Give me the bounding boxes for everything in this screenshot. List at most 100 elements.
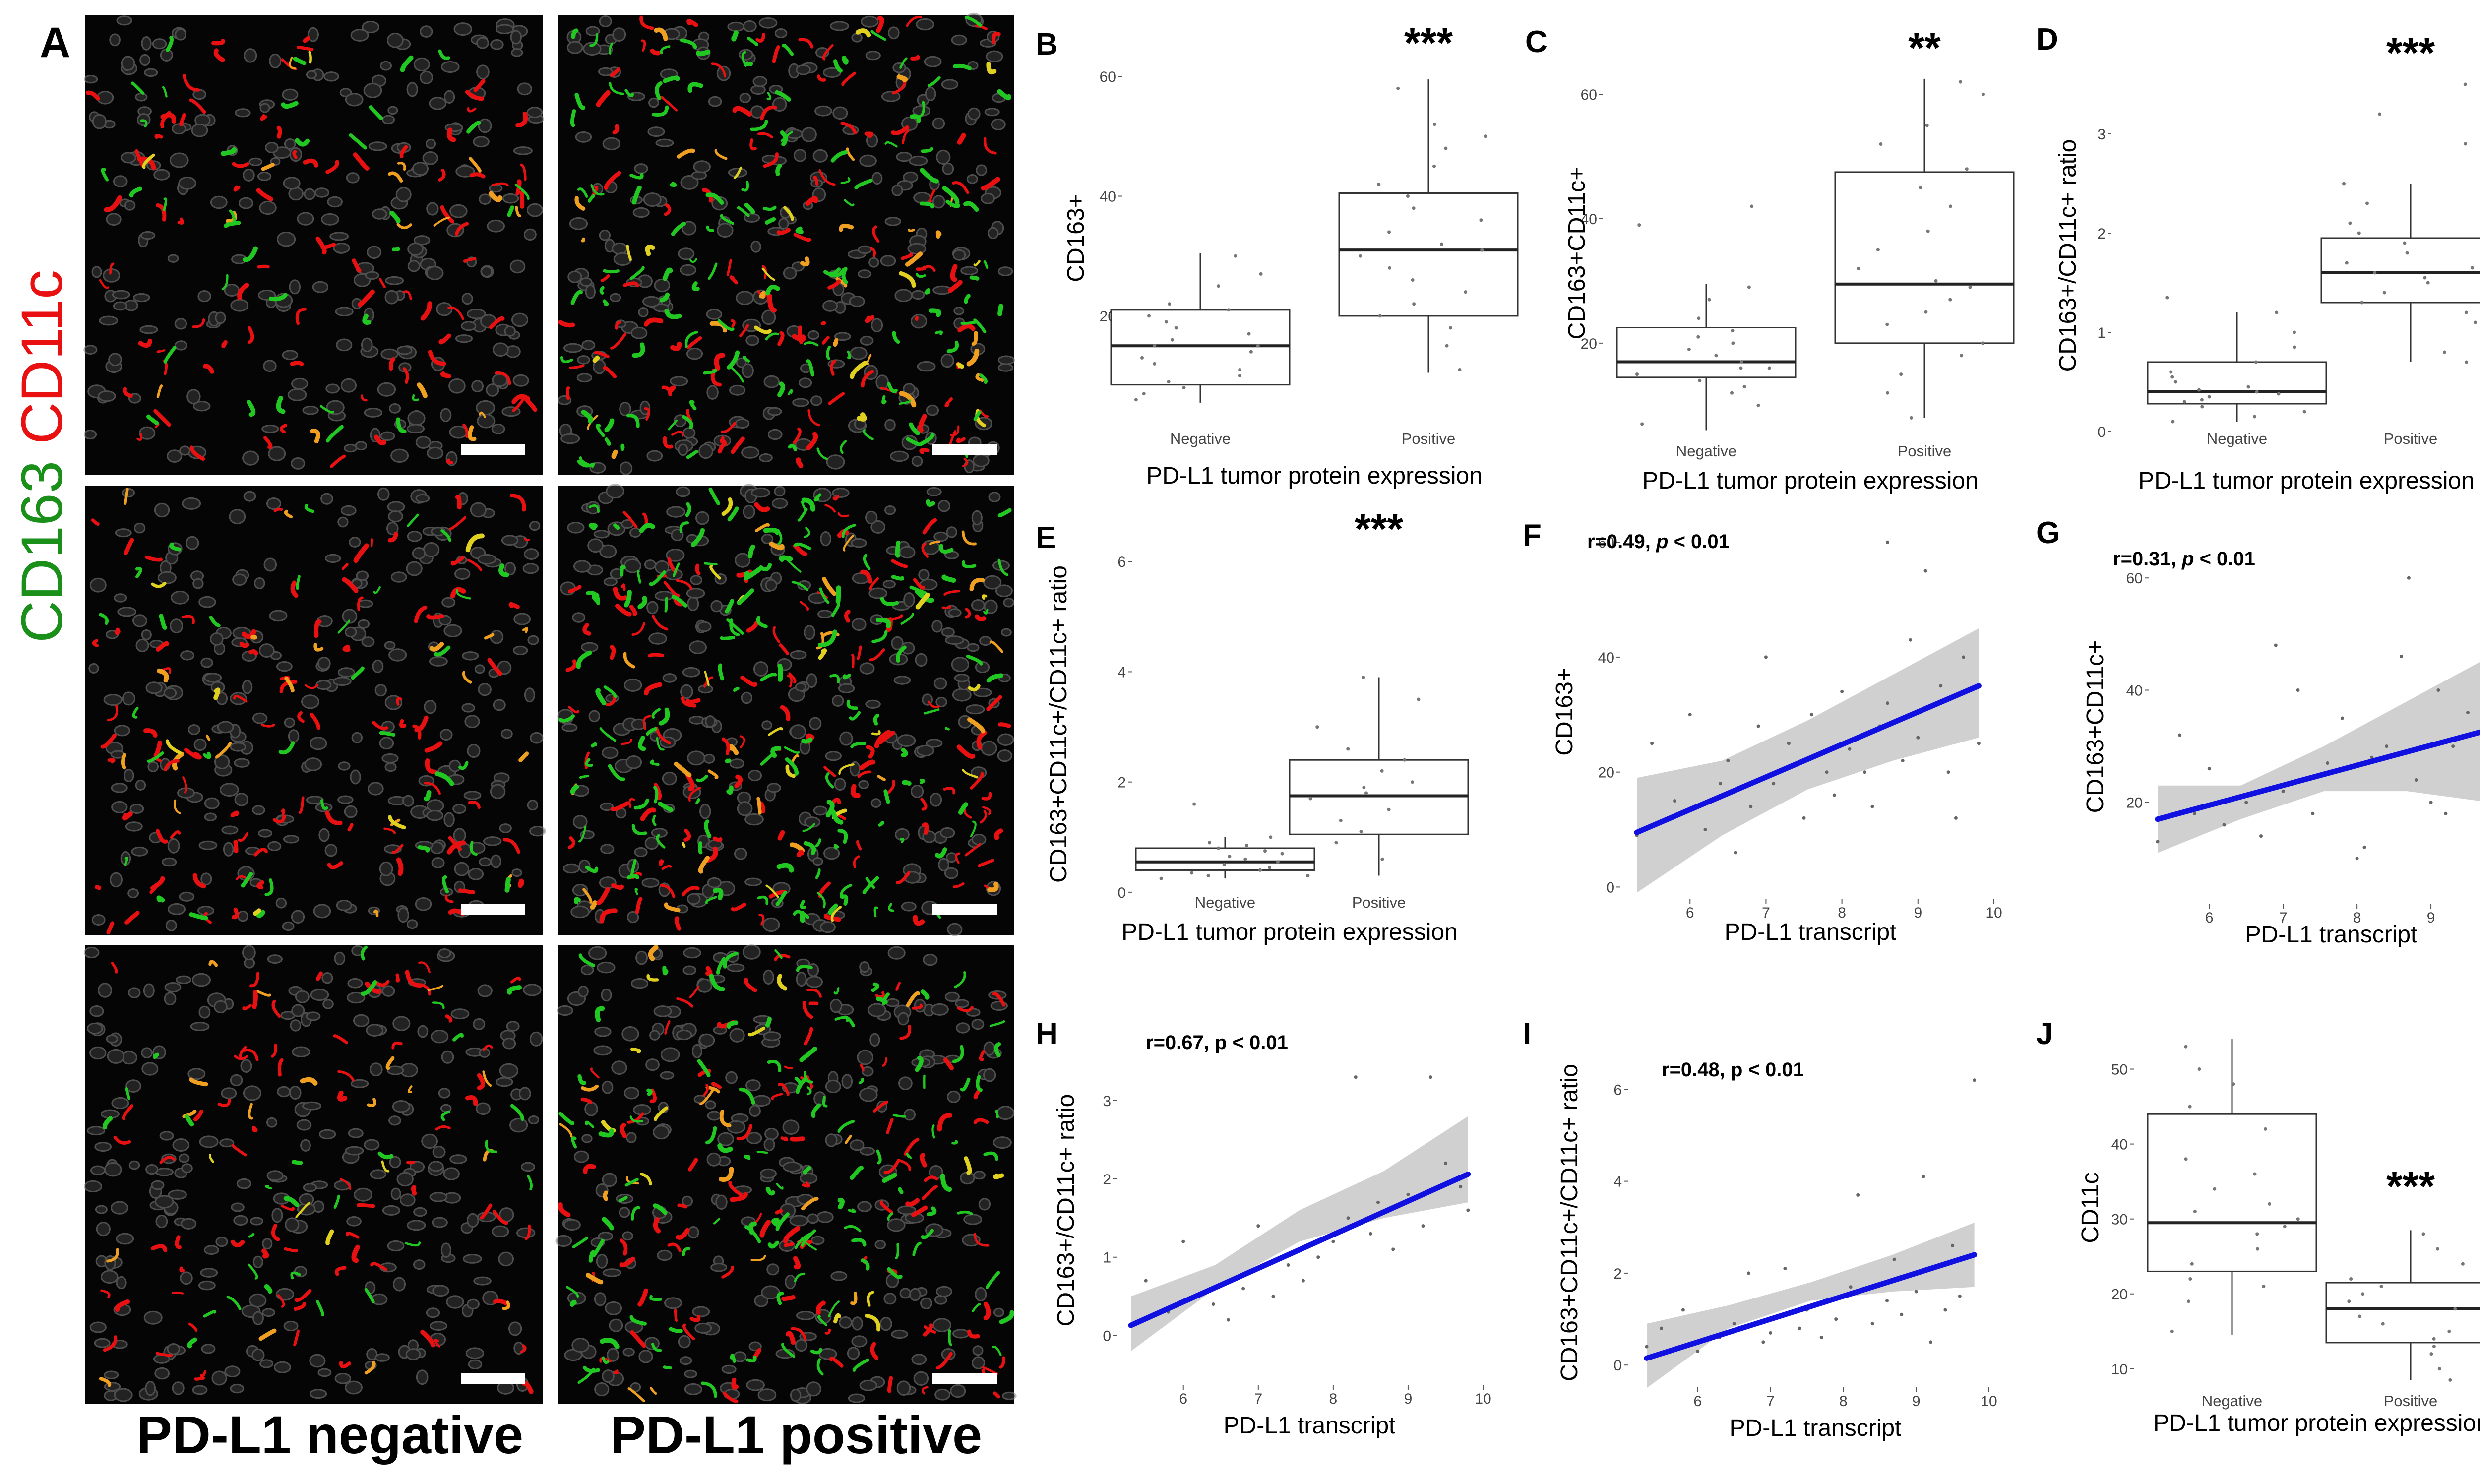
data-point <box>1876 248 1880 251</box>
data-point <box>2253 1173 2257 1176</box>
data-point <box>1886 701 1889 705</box>
category-label-positive: Positive <box>2384 430 2438 447</box>
correlation-annotation: r=0.31, p < 0.01 <box>2113 548 2255 570</box>
significance-stars: *** <box>1355 505 1403 552</box>
data-point <box>1733 1322 1736 1325</box>
data-point <box>1153 362 1156 366</box>
data-point <box>2378 113 2381 116</box>
data-point <box>1743 385 1746 388</box>
data-point <box>1272 1295 1275 1298</box>
data-point <box>1429 1075 1432 1079</box>
data-point <box>1901 759 1905 762</box>
x-tick-label: 8 <box>1839 1393 1848 1410</box>
category-label-negative: Negative <box>1676 442 1736 460</box>
data-point <box>1223 863 1226 866</box>
data-point <box>1893 1258 1896 1261</box>
category-label-positive: Positive <box>2384 1392 2438 1410</box>
data-point <box>1444 1162 1447 1165</box>
data-point <box>2223 823 2226 827</box>
data-point <box>1369 1232 1372 1236</box>
data-point <box>1411 780 1414 784</box>
data-point <box>2183 400 2186 404</box>
data-point <box>1899 372 1903 376</box>
data-point <box>1268 866 1271 869</box>
x-tick-label: 6 <box>1179 1391 1187 1407</box>
data-point <box>1212 1302 1215 1306</box>
y-tick-label: 2 <box>1103 1172 1111 1188</box>
data-point <box>1714 354 1718 357</box>
y-tick-label: 40 <box>2126 682 2143 699</box>
data-point <box>1432 165 1436 168</box>
x-tick-label: 7 <box>2279 910 2288 926</box>
x-tick-label: 6 <box>2205 910 2214 926</box>
data-point <box>2383 291 2386 295</box>
data-point <box>2170 375 2174 379</box>
data-point <box>1387 808 1391 811</box>
y-tick-label: 1 <box>1103 1250 1111 1266</box>
data-point <box>1802 816 1806 820</box>
data-point <box>2283 1225 2287 1228</box>
y-axis-title: CD163+CD11c+/CD11c+ ratio <box>1046 565 1072 883</box>
data-point <box>2444 812 2447 815</box>
correlation-threshold: < 0.01 <box>1668 531 1729 553</box>
data-point <box>1688 713 1692 716</box>
data-point <box>1364 791 1368 795</box>
data-point <box>1444 147 1447 150</box>
data-point <box>1849 1285 1853 1289</box>
data-point <box>2303 410 2306 414</box>
data-point <box>1916 736 1920 740</box>
data-point <box>1761 1340 1765 1344</box>
data-point <box>1245 844 1248 847</box>
data-point <box>1316 1255 1320 1259</box>
data-point <box>2345 261 2349 265</box>
data-point <box>1167 380 1171 383</box>
panel-letter-e: E <box>1036 521 1056 555</box>
data-point <box>1939 684 1942 687</box>
data-point <box>1207 874 1210 877</box>
data-point <box>1217 284 1220 288</box>
panel-letter-j: J <box>2036 1017 2053 1051</box>
data-point <box>1445 344 1449 348</box>
data-point <box>1234 254 1237 258</box>
data-point <box>1484 134 1487 138</box>
category-label-negative: Negative <box>2207 430 2267 447</box>
data-point <box>1730 391 1734 395</box>
box-body <box>1835 172 2014 343</box>
data-point <box>1863 770 1866 774</box>
box-body <box>1111 310 1290 385</box>
box-negative <box>1617 204 1796 430</box>
data-point <box>1910 416 1913 420</box>
data-point <box>1747 286 1751 289</box>
data-point <box>1227 1318 1230 1322</box>
correlation-annotation: r=0.49, p < 0.01 <box>1587 531 1730 553</box>
data-point <box>2193 1210 2197 1213</box>
data-point <box>1959 80 1962 84</box>
y-axis-title: CD163+ <box>1063 194 1089 282</box>
data-point <box>2415 778 2418 782</box>
data-point <box>1756 404 1760 407</box>
data-point <box>1798 1327 1801 1330</box>
box-negative <box>1111 253 1290 403</box>
correlation-p: p <box>2181 548 2194 570</box>
x-tick-label: 8 <box>1838 905 1846 921</box>
data-point <box>1640 422 1644 426</box>
data-point <box>1396 87 1400 90</box>
data-point <box>1302 1279 1305 1283</box>
x-axis-title: PD-L1 transcript <box>1224 1413 1396 1439</box>
box-positive <box>1290 676 1468 877</box>
data-point <box>2165 296 2169 300</box>
data-point <box>1635 372 1639 376</box>
data-point <box>2407 576 2411 580</box>
data-point <box>1885 323 1889 326</box>
data-point <box>1925 124 1929 127</box>
data-point <box>2264 1127 2267 1131</box>
data-point <box>2361 1292 2364 1296</box>
x-axis-title: PD-L1 transcript <box>1730 1415 1902 1441</box>
data-point <box>1660 1327 1663 1330</box>
data-point <box>2171 420 2174 424</box>
y-tick-label: 60 <box>1581 87 1597 103</box>
data-point <box>1886 391 1889 395</box>
